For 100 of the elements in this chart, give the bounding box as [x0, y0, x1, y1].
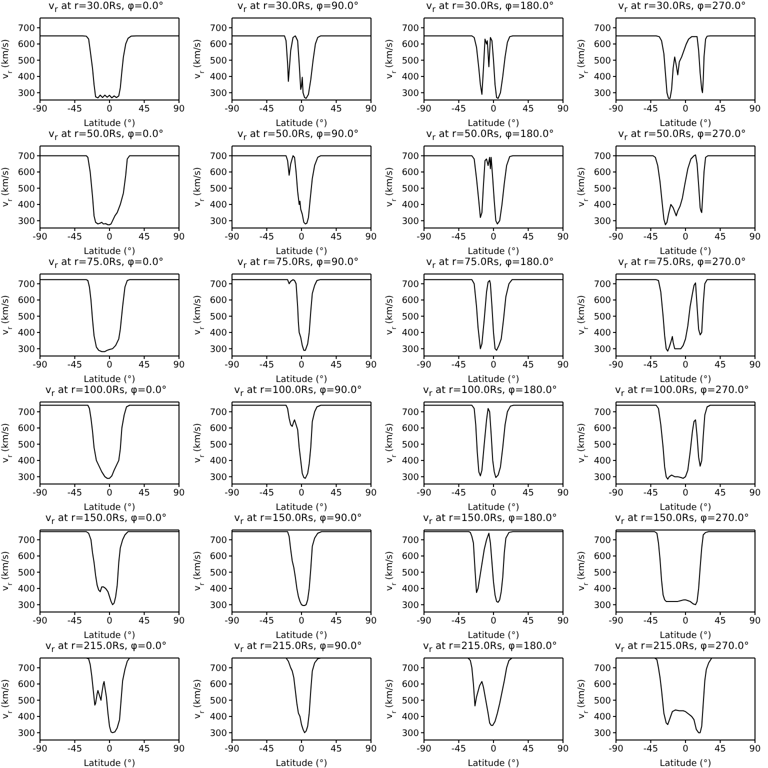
- x-tick-label: -45: [451, 616, 466, 626]
- x-tick-label: 0: [298, 616, 305, 626]
- x-tick-label: 0: [490, 104, 497, 114]
- x-tick-label: 0: [106, 488, 113, 498]
- y-tick-label: 500: [18, 56, 36, 66]
- y-tick-label: 500: [210, 568, 228, 578]
- y-tick-label: 500: [402, 568, 420, 578]
- y-tick-label: 600: [402, 168, 420, 178]
- chart-title: v$_{r}$ at r=75.0Rs, φ=0.0°: [48, 256, 164, 270]
- x-tick-label: -90: [32, 616, 48, 626]
- y-tick-label: 500: [18, 568, 36, 578]
- x-axis-title: Latitude (°): [660, 631, 712, 641]
- y-tick-label: 700: [18, 408, 36, 418]
- x-tick-label: 45: [714, 104, 726, 114]
- y-tick-label: 700: [402, 664, 420, 674]
- y-tick-label: 400: [210, 200, 228, 211]
- y-tick-label: 400: [210, 328, 228, 339]
- y-tick-label: 300: [210, 216, 228, 227]
- x-tick-label: 90: [365, 104, 377, 114]
- y-tick-label: 400: [594, 328, 612, 339]
- x-tick-label: 0: [298, 104, 305, 114]
- y-tick-label: 600: [18, 40, 36, 50]
- x-tick-label: -45: [259, 616, 274, 626]
- y-tick-label: 300: [594, 216, 612, 227]
- x-tick-label: 90: [173, 232, 185, 242]
- y-tick-label: 700: [594, 280, 612, 290]
- y-tick-label: 700: [594, 24, 612, 34]
- x-tick-label: -45: [643, 744, 658, 754]
- x-axis-title: Latitude (°): [276, 759, 328, 768]
- x-tick-label: 90: [557, 104, 569, 114]
- x-tick-label: -45: [67, 104, 82, 114]
- x-tick-label: -45: [67, 744, 82, 754]
- x-tick-label: 45: [138, 616, 150, 626]
- x-tick-label: 0: [490, 616, 497, 626]
- x-tick-label: -90: [608, 744, 624, 754]
- y-tick-label: 500: [594, 696, 612, 706]
- y-tick-label: 400: [594, 456, 612, 467]
- x-tick-label: 45: [522, 616, 534, 626]
- x-tick-label: -90: [608, 232, 624, 242]
- y-tick-label: 300: [402, 728, 420, 739]
- y-tick-label: 700: [18, 664, 36, 674]
- x-axis-title: Latitude (°): [84, 247, 136, 257]
- x-tick-label: -90: [32, 744, 48, 754]
- x-axis-title: Latitude (°): [660, 503, 712, 513]
- x-tick-label: 90: [173, 744, 185, 754]
- y-tick-label: 600: [594, 424, 612, 434]
- x-tick-label: -45: [451, 232, 466, 242]
- x-tick-label: 90: [749, 744, 761, 754]
- y-tick-label: 400: [594, 72, 612, 83]
- y-tick-label: 300: [594, 88, 612, 99]
- x-tick-label: 0: [682, 488, 689, 498]
- y-tick-label: 300: [402, 472, 420, 483]
- chart-title: v$_{r}$ at r=100.0Rs, φ=90.0°: [233, 384, 363, 398]
- x-tick-label: 45: [138, 744, 150, 754]
- y-tick-label: 700: [402, 536, 420, 546]
- y-tick-label: 400: [210, 712, 228, 723]
- x-tick-label: -45: [259, 744, 274, 754]
- chart-title: v$_{r}$ at r=50.0Rs, φ=180.0°: [425, 128, 555, 142]
- y-tick-label: 700: [18, 536, 36, 546]
- y-tick-label: 300: [402, 600, 420, 611]
- chart-title: v$_{r}$ at r=215.0Rs, φ=0.0°: [44, 640, 168, 654]
- y-tick-label: 400: [402, 456, 420, 467]
- line-series: [616, 404, 755, 480]
- x-tick-label: 90: [557, 232, 569, 242]
- y-tick-label: 600: [594, 680, 612, 690]
- y-tick-label: 300: [210, 88, 228, 99]
- x-tick-label: -45: [259, 104, 274, 114]
- y-tick-label: 600: [594, 296, 612, 306]
- x-tick-label: 45: [330, 104, 342, 114]
- x-tick-label: 90: [365, 744, 377, 754]
- x-axis-title: Latitude (°): [276, 119, 328, 129]
- y-tick-label: 500: [594, 568, 612, 578]
- y-tick-label: 700: [402, 408, 420, 418]
- x-tick-label: 45: [714, 360, 726, 370]
- y-tick-label: 600: [594, 40, 612, 50]
- x-tick-label: 90: [365, 232, 377, 242]
- x-tick-label: -45: [259, 488, 274, 498]
- y-tick-label: 400: [18, 456, 36, 467]
- x-tick-label: -45: [643, 232, 658, 242]
- y-tick-label: 600: [210, 680, 228, 690]
- x-tick-label: 0: [298, 744, 305, 754]
- x-tick-label: -45: [451, 104, 466, 114]
- x-axis-title: Latitude (°): [660, 375, 712, 385]
- x-tick-label: 90: [365, 360, 377, 370]
- chart-title: v$_{r}$ at r=50.0Rs, φ=90.0°: [236, 128, 360, 142]
- y-tick-label: 600: [18, 168, 36, 178]
- x-tick-label: -90: [32, 360, 48, 370]
- x-tick-label: 90: [749, 232, 761, 242]
- chart-title: v$_{r}$ at r=30.0Rs, φ=180.0°: [425, 0, 555, 14]
- x-tick-label: -90: [32, 488, 48, 498]
- x-tick-label: -45: [259, 232, 274, 242]
- y-tick-label: 400: [18, 328, 36, 339]
- x-axis-title: Latitude (°): [468, 759, 520, 768]
- x-tick-label: -90: [224, 488, 240, 498]
- y-tick-label: 300: [402, 216, 420, 227]
- x-axis-title: Latitude (°): [468, 119, 520, 129]
- x-tick-label: -45: [451, 488, 466, 498]
- x-tick-label: 0: [682, 616, 689, 626]
- x-tick-label: 45: [138, 104, 150, 114]
- y-tick-label: 700: [18, 152, 36, 162]
